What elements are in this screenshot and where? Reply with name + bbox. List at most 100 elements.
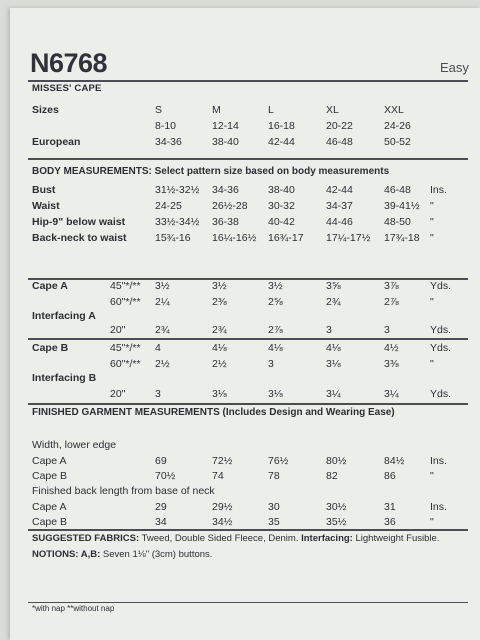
- finished-width-size-1: 69: [155, 455, 167, 467]
- back-length-label: Finished back length from base of neck: [32, 485, 215, 497]
- body-value-size-1: 33½-34½: [155, 216, 200, 228]
- body-value-size-4: 42-44: [326, 184, 353, 196]
- finished-measurements-heading: FINISHED GARMENT MEASUREMENTS (Includes …: [32, 407, 395, 418]
- difficulty-level: Easy: [440, 60, 469, 75]
- cape-a-yardage-size-1: 2¼: [155, 296, 170, 308]
- body-value-size-3: 16¾-17: [268, 232, 304, 244]
- european-label: European: [32, 136, 81, 148]
- body-value-size-1: 31½-32½: [155, 184, 200, 196]
- suggested-fabrics-text: Tweed, Double Sided Fleece, Denim.: [139, 533, 302, 544]
- body-value-size-4: 34-37: [326, 200, 353, 212]
- body-value-size-2: 36-38: [212, 216, 239, 228]
- fabric-width: 60"*/**: [110, 358, 141, 370]
- body-value-size-3: 40-42: [268, 216, 295, 228]
- body-value-size-2: 26½-28: [212, 200, 248, 212]
- finished-width-size-2: 74: [212, 470, 224, 482]
- finished-length-size-2: 29½: [212, 501, 233, 513]
- body-row-label: Back-neck to waist: [32, 232, 127, 244]
- finished-length-size-5: 31: [384, 501, 396, 513]
- suggested-fabrics: SUGGESTED FABRICS: Tweed, Double Sided F…: [32, 533, 439, 544]
- yardage-rule-top: [28, 278, 468, 280]
- cape-a-yardage-size-2: 3½: [212, 280, 227, 292]
- yardage-unit: Yds.: [430, 342, 452, 354]
- cape-a-yardage-size-4: 3⅝: [326, 280, 341, 292]
- finished-width-size-4: 80½: [326, 455, 347, 467]
- finished-length-size-1: 29: [155, 501, 167, 513]
- width-lower-edge-label: Width, lower edge: [32, 439, 117, 451]
- interfacing-a-yardage-size-2: 2¾: [212, 324, 227, 336]
- notions-label: NOTIONS: A,B:: [32, 549, 101, 560]
- body-measurements-heading: BODY MEASUREMENTS: Select pattern size b…: [32, 166, 390, 177]
- size-number-size-5: 24-26: [384, 120, 411, 132]
- size-number-size-3: 16-18: [268, 120, 295, 132]
- yardage-rule-middle: [28, 338, 468, 340]
- yardage-unit: Yds.: [430, 280, 452, 292]
- interfacing-b-yardage-size-1: 3: [155, 388, 161, 400]
- body-value-size-5: 17¾-18: [384, 232, 420, 244]
- body-value-size-4: 17¼-17½: [326, 232, 371, 244]
- size-letter-size-1: S: [155, 104, 163, 116]
- finished-length-row-label: Cape B: [32, 516, 68, 528]
- fabric-width: 60"*/**: [110, 296, 141, 308]
- size-letter-size-2: M: [212, 104, 221, 116]
- size-european-size-5: 50-52: [384, 136, 411, 148]
- finished-width-row-label: Cape B: [32, 470, 68, 482]
- body-value-size-4: 44-46: [326, 216, 353, 228]
- yardage-unit: ": [430, 296, 434, 308]
- body-value-size-5: 48-50: [384, 216, 411, 228]
- nap-footnote: *with nap **without nap: [32, 604, 115, 613]
- size-number-size-4: 20-22: [326, 120, 353, 132]
- finished-length-size-4: 35½: [326, 516, 347, 528]
- body-value-size-1: 24-25: [155, 200, 182, 212]
- body-row-unit: Ins.: [430, 184, 447, 196]
- size-european-size-4: 46-48: [326, 136, 353, 148]
- cape-b-yardage-size-2: 4⅛: [212, 342, 227, 354]
- interfacing-a-yardage-size-5: 3: [384, 324, 390, 336]
- pattern-code: N6768: [30, 48, 108, 78]
- body-row-label: Hip-9" below waist: [32, 216, 126, 228]
- finished-width-size-3: 78: [268, 470, 280, 482]
- body-row-unit: ": [430, 232, 434, 244]
- suggested-fabrics-label: SUGGESTED FABRICS:: [32, 533, 140, 544]
- size-number-size-1: 8-10: [155, 120, 177, 132]
- finished-length-size-5: 36: [384, 516, 396, 528]
- cape-b-yardage-size-4: 3⅛: [326, 358, 341, 370]
- finished-length-size-3: 30: [268, 501, 280, 513]
- finished-width-size-5: 86: [384, 470, 396, 482]
- cape-b-yardage-size-1: 4: [155, 342, 161, 354]
- cape-a-yardage-size-4: 2¾: [326, 296, 341, 308]
- interfacing-a-label: Interfacing A: [32, 310, 96, 322]
- garment-title: MISSES' CAPE: [32, 83, 102, 94]
- interfacing-b-yardage-size-3: 3⅛: [268, 388, 283, 400]
- finished-length-size-2: 34½: [212, 516, 233, 528]
- fabrics-rule: [28, 529, 468, 531]
- body-row-label: Waist: [32, 200, 60, 212]
- finished-width-size-4: 82: [326, 470, 338, 482]
- size-european-size-1: 34-36: [155, 136, 182, 148]
- pattern-envelope-back: [10, 8, 480, 640]
- interfacing-b-yardage-size-2: 3⅛: [212, 388, 227, 400]
- cape-a-label: Cape A: [32, 280, 68, 292]
- interfacing-text: Lightweight Fusible.: [352, 533, 440, 544]
- finished-length-row-label: Cape A: [32, 501, 67, 513]
- finished-width-row-label: Cape A: [32, 455, 67, 467]
- body-value-size-2: 16¼-16½: [212, 232, 257, 244]
- body-row-unit: ": [430, 216, 434, 228]
- cape-a-yardage-size-1: 3½: [155, 280, 170, 292]
- sizes-label: Sizes: [32, 104, 59, 116]
- header-rule: [28, 80, 468, 82]
- interfacing-b-label: Interfacing B: [32, 372, 97, 384]
- size-letter-size-4: XL: [326, 104, 339, 116]
- cape-b-yardage-size-1: 2½: [155, 358, 170, 370]
- cape-b-yardage-size-2: 2½: [212, 358, 227, 370]
- finished-length-size-3: 35: [268, 516, 280, 528]
- sizes-rule: [28, 158, 468, 160]
- body-row-label: Bust: [32, 184, 56, 196]
- interfacing-a-yardage-size-4: 3: [326, 324, 332, 336]
- finished-unit: Ins.: [430, 501, 447, 513]
- finished-length-size-1: 34: [155, 516, 167, 528]
- cape-a-yardage-size-3: 3½: [268, 280, 283, 292]
- body-value-size-2: 34-36: [212, 184, 239, 196]
- interfacing-label: Interfacing:: [301, 533, 353, 544]
- notions-text: Seven 1⅛" (3cm) buttons.: [100, 549, 213, 560]
